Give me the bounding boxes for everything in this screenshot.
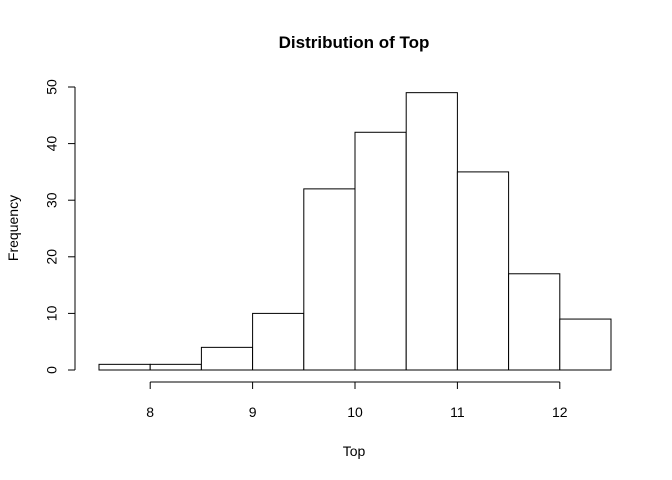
- histogram-bar: [456, 171, 510, 371]
- histogram-bar: [252, 312, 305, 371]
- x-tick-label: 8: [146, 404, 154, 420]
- y-tick-label: 20: [44, 249, 60, 265]
- y-tick-label: 0: [44, 366, 60, 374]
- histogram-bar: [200, 346, 254, 371]
- x-tick-label: 10: [347, 404, 363, 420]
- y-axis: 0 10 20 30 40 50: [44, 79, 76, 374]
- histogram-bar: [149, 363, 202, 371]
- chart-title: Distribution of Top: [279, 33, 430, 52]
- histogram-bar: [303, 188, 356, 371]
- x-axis: 8 9 10 11 12: [146, 381, 568, 420]
- histogram-bar: [405, 92, 458, 371]
- y-tick-label: 30: [44, 192, 60, 208]
- y-axis-label: Frequency: [5, 195, 21, 261]
- x-tick-label: 9: [249, 404, 257, 420]
- histogram-bar: [354, 131, 407, 371]
- x-tick-label: 12: [552, 404, 568, 420]
- bars-group: [98, 92, 612, 371]
- histogram-bar: [508, 273, 561, 371]
- histogram-bar: [98, 363, 151, 371]
- histogram-bar: [559, 318, 612, 371]
- y-tick-label: 50: [44, 79, 60, 95]
- y-tick-label: 10: [44, 305, 60, 321]
- x-axis-label: Top: [343, 443, 366, 459]
- x-tick-label: 11: [450, 404, 465, 420]
- y-tick-label: 40: [44, 136, 60, 152]
